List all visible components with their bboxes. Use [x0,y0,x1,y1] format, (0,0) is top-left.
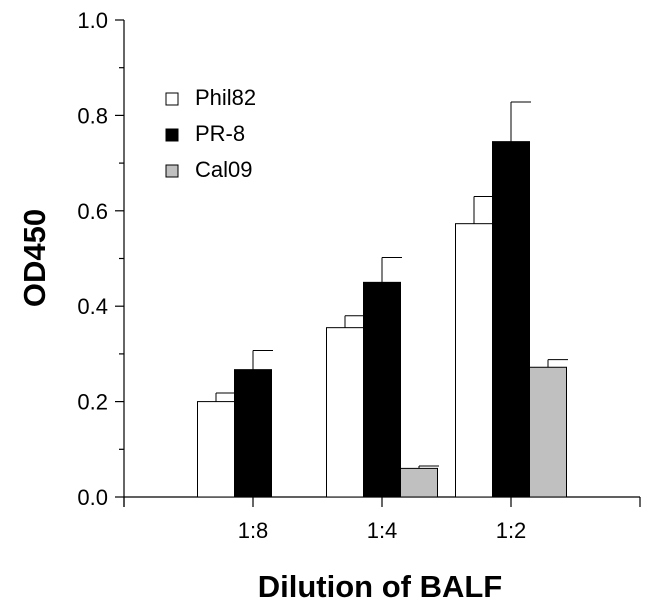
y-tick-label: 0.2 [77,390,108,415]
legend-label: PR-8 [195,121,245,146]
bar-phil82-0 [197,401,235,498]
bar-phil82-1 [326,327,364,498]
x-axis-title: Dilution of BALF [258,569,503,604]
legend-swatch-cal09 [165,164,179,178]
x-axis: 1:8 1:4 1:2 [123,496,641,543]
legend: Phil82 PR-8 Cal09 [165,85,256,182]
y-axis: 0.0 0.2 0.4 0.6 0.8 1.0 [77,8,125,510]
x-tick-label: 1:2 [496,518,527,543]
legend-swatch-phil82 [165,92,179,106]
legend-label: Phil82 [195,85,256,110]
bar-phil82-2 [455,223,493,498]
legend-label: Cal09 [195,157,252,182]
x-tick-label: 1:4 [367,518,398,543]
y-tick-label: 0.0 [77,485,108,510]
y-tick-label: 0.6 [77,199,108,224]
legend-swatch-pr8 [165,128,179,142]
bar-cal09-2 [529,366,567,498]
bar-pr8-0 [234,369,272,498]
y-tick-label: 0.4 [77,294,108,319]
bar-pr8-1 [363,281,401,498]
bars [197,101,568,498]
bar-cal09-1 [400,467,438,498]
x-tick-label: 1:8 [238,518,269,543]
y-axis-title: OD450 [17,209,52,307]
y-tick-label: 1.0 [77,8,108,33]
bar-pr8-2 [492,141,530,498]
y-tick-label: 0.8 [77,103,108,128]
